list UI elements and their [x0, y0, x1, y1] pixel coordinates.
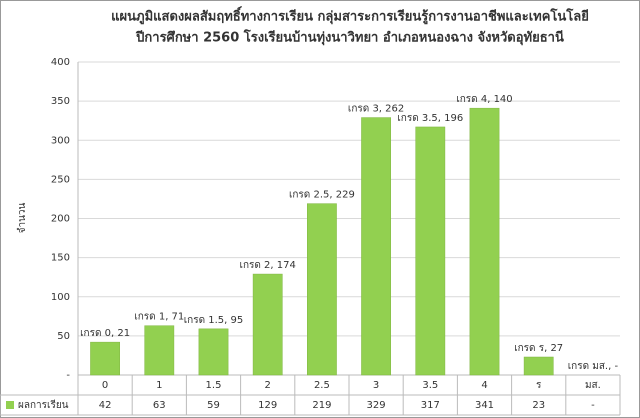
bar — [252, 273, 283, 376]
bar — [361, 117, 391, 376]
x-tick-label: 3.5 — [422, 380, 438, 391]
table-value: 23 — [532, 400, 545, 411]
bar — [415, 126, 446, 376]
annotation: เกรด 3.5, 196 — [397, 113, 463, 124]
table-value: 129 — [258, 400, 277, 411]
y-tick-label: 350 — [51, 96, 70, 107]
table-value: 59 — [207, 400, 220, 411]
x-tick-label: 1.5 — [206, 380, 222, 391]
x-tick-label: มส. — [585, 380, 601, 391]
bar — [307, 203, 337, 376]
annotation: เกรด 4, 140 — [456, 94, 512, 105]
chart-title: แผนภูมิแสดงผลสัมฤทธิ์ทางการเรียน กลุ่มสา… — [111, 6, 589, 25]
y-tick-label: 100 — [51, 292, 70, 303]
y-tick-label: 400 — [51, 57, 70, 68]
x-tick-label: 2 — [265, 380, 271, 391]
legend-label: ผลการเรียน — [18, 399, 69, 411]
bar — [144, 325, 175, 376]
y-tick-label: 200 — [51, 214, 70, 225]
x-tick-label: 4 — [481, 380, 487, 391]
bar — [90, 341, 120, 376]
table-value: - — [591, 400, 595, 411]
x-tick-label: 2.5 — [314, 380, 330, 391]
x-tick-label: 3 — [373, 380, 379, 391]
y-tick-label: 150 — [51, 253, 70, 264]
x-tick-label: ร — [536, 380, 542, 391]
bar — [469, 107, 500, 376]
bar — [198, 328, 229, 376]
annotation: เกรด 2.5, 229 — [289, 190, 355, 201]
annotation: เกรด 2, 174 — [240, 260, 296, 271]
table-value: 63 — [153, 400, 166, 411]
annotation: เกรด 1.5, 95 — [184, 315, 244, 326]
bar — [523, 356, 554, 376]
annotation: เกรด 3, 262 — [348, 104, 404, 115]
y-tick-label: 250 — [51, 174, 70, 185]
y-axis-label: จำนวน — [17, 202, 28, 233]
y-tick-label: 300 — [51, 135, 70, 146]
y-tick-label: - — [66, 370, 70, 381]
table-value: 317 — [421, 400, 440, 411]
x-tick-label: 0 — [102, 380, 108, 391]
legend-swatch — [6, 401, 14, 409]
annotation: เกรด มส., - — [568, 361, 619, 372]
table-value: 219 — [312, 400, 331, 411]
annotation: เกรด 1, 71 — [134, 312, 184, 323]
table-value: 329 — [367, 400, 386, 411]
table-value: 341 — [475, 400, 494, 411]
annotation: เกรด ร, 27 — [514, 343, 563, 354]
chart-subtitle: ปีการศึกษา 2560 โรงเรียนบ้านทุ่งนาวิทยา … — [135, 29, 564, 46]
y-tick-label: 50 — [57, 331, 70, 342]
x-tick-label: 1 — [156, 380, 162, 391]
annotation: เกรด 0, 21 — [80, 328, 130, 339]
table-value: 42 — [99, 400, 112, 411]
